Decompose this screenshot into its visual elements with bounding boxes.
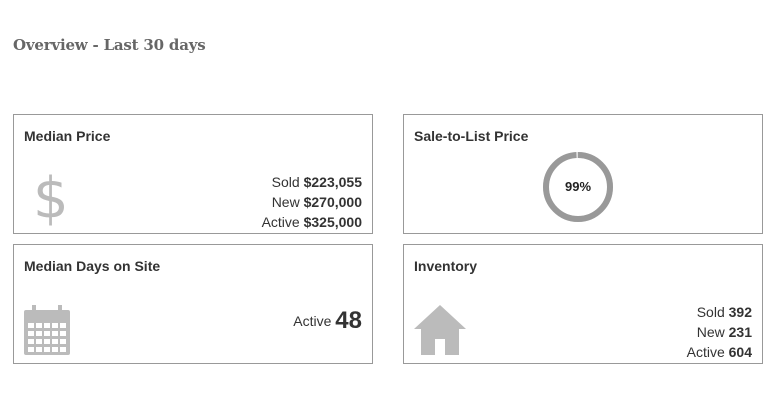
stat-value: $223,055 — [303, 174, 362, 190]
gauge-arc — [543, 152, 613, 222]
sale-to-list-title: Sale-to-List Price — [414, 128, 529, 144]
median-price-stats: Sold $223,055 New $270,000 Active $325,0… — [262, 172, 362, 232]
stat-value: 392 — [728, 304, 752, 320]
stat-value: 604 — [728, 344, 752, 360]
median-days-stat: Active 48 — [293, 307, 362, 335]
stat-row-active: Active 604 — [687, 342, 752, 362]
stat-row-sold: Sold $223,055 — [262, 172, 362, 192]
stat-value: $325,000 — [303, 214, 362, 230]
page-title: Overview - Last 30 days — [13, 36, 206, 54]
dollar-icon: $ — [33, 166, 69, 231]
stat-label: Active — [686, 344, 725, 360]
stat-row-new: New 231 — [687, 322, 752, 342]
median-price-card: Median Price $ Sold $223,055 New $270,00… — [13, 114, 373, 234]
inventory-card: Inventory Sold 392 New 231 Active 604 — [403, 244, 763, 364]
stat-label: Sold — [696, 304, 725, 320]
calendar-icon — [24, 305, 70, 360]
stat-label: Active — [293, 313, 332, 329]
stat-row-sold: Sold 392 — [687, 302, 752, 322]
stat-label: Sold — [271, 174, 300, 190]
stat-value: $270,000 — [303, 194, 362, 210]
stat-label: Active — [261, 214, 300, 230]
median-price-title: Median Price — [24, 128, 111, 144]
median-days-title: Median Days on Site — [24, 258, 161, 274]
sale-to-list-card: Sale-to-List Price 99% — [403, 114, 763, 234]
stat-row-new: New $270,000 — [262, 192, 362, 212]
stat-value: 231 — [728, 324, 752, 340]
sale-to-list-gauge: 99% — [542, 151, 614, 223]
stat-value: 48 — [335, 307, 362, 334]
stat-label: New — [271, 194, 300, 210]
gauge-value: 99% — [564, 179, 592, 194]
median-days-card: Median Days on Site — [13, 244, 373, 364]
house-icon — [414, 303, 466, 360]
stat-row-active: Active $325,000 — [262, 212, 362, 232]
stat-label: New — [696, 324, 725, 340]
gauge-ring — [543, 152, 613, 222]
inventory-title: Inventory — [414, 258, 478, 274]
inventory-stats: Sold 392 New 231 Active 604 — [687, 302, 752, 362]
